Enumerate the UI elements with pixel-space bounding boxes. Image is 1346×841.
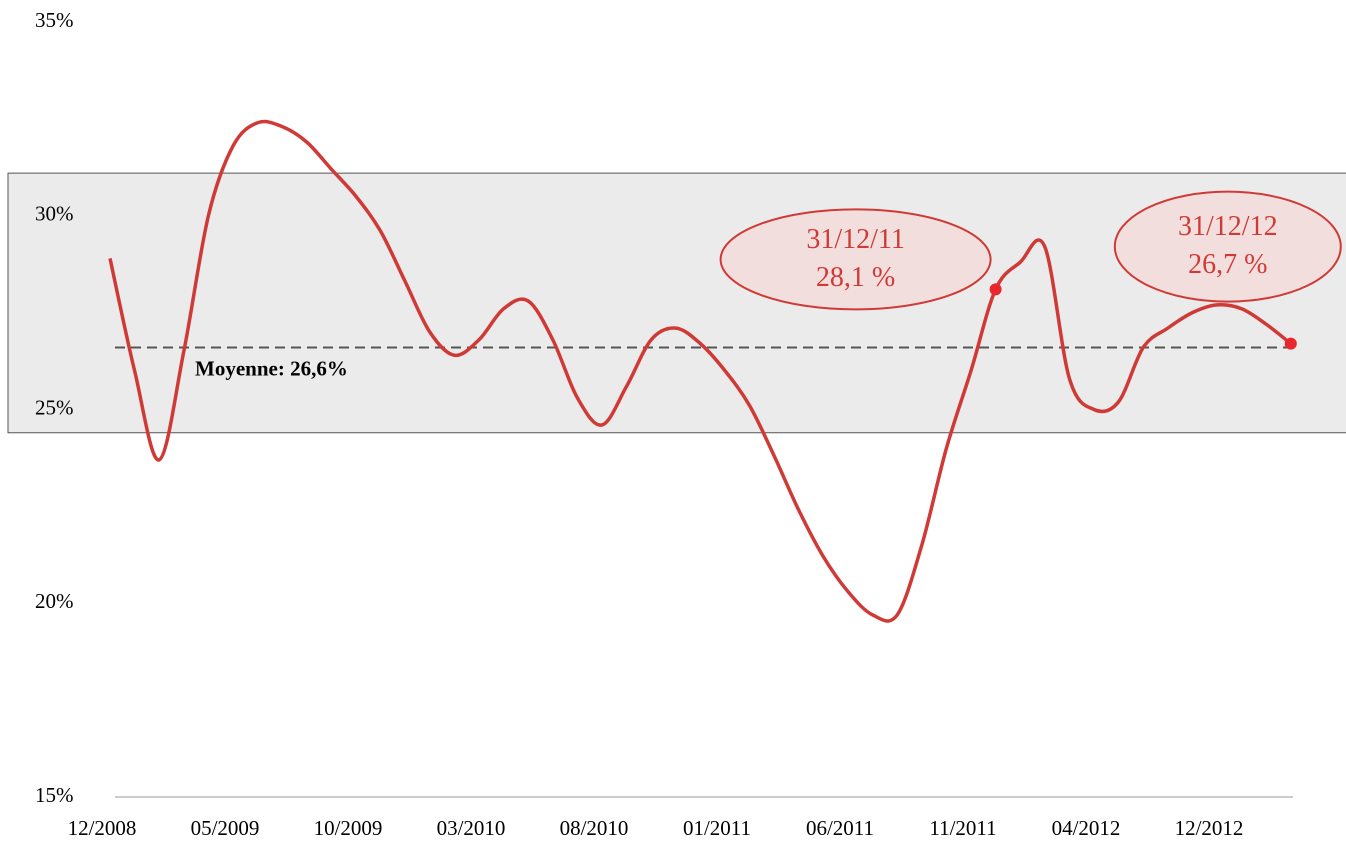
callout-value: 26,7 % [1188, 249, 1267, 280]
y-tick-label: 35% [35, 8, 74, 32]
x-tick-label: 06/2011 [806, 816, 874, 840]
x-tick-label: 01/2011 [683, 816, 751, 840]
x-tick-label: 05/2009 [191, 816, 260, 840]
callout-date: 31/12/12 [1178, 211, 1278, 242]
x-tick-label: 12/2008 [68, 816, 137, 840]
y-tick-label: 30% [35, 202, 74, 226]
callout-value: 28,1 % [816, 262, 895, 293]
mean-label: Moyenne: 26,6% [195, 356, 348, 380]
x-tick-label: 10/2009 [314, 816, 383, 840]
callout [1113, 190, 1342, 303]
x-tick-label: 11/2011 [929, 816, 996, 840]
y-tick-label: 15% [35, 783, 74, 807]
x-tick-label: 12/2012 [1175, 816, 1244, 840]
point-marker [989, 283, 1002, 296]
point-marker [1284, 337, 1297, 350]
y-tick-label: 20% [35, 589, 74, 613]
range-band [7, 172, 1346, 434]
y-tick-label: 25% [35, 395, 74, 419]
x-tick-label: 03/2010 [437, 816, 506, 840]
callout [719, 208, 992, 311]
series-line [108, 119, 1292, 623]
callout-date: 31/12/11 [806, 224, 905, 255]
x-tick-label: 04/2012 [1052, 816, 1121, 840]
x-tick-label: 08/2010 [560, 816, 629, 840]
